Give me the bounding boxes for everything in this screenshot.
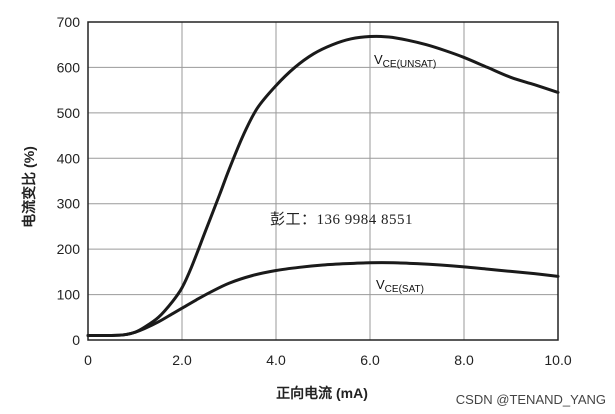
series-line-vce-sat <box>86 261 560 338</box>
y-axis-title: 电流变比 (%) <box>21 146 37 228</box>
series-label-sat: VCE(SAT) <box>376 277 424 295</box>
x-tick-label: 6.0 <box>360 352 380 368</box>
y-tick-label: 100 <box>57 287 81 303</box>
y-tick-label: 600 <box>57 59 81 75</box>
series-label-sat-sub: CE(SAT) <box>385 284 424 295</box>
x-tick-label: 2.0 <box>172 352 192 368</box>
y-tick-label: 400 <box>57 150 81 166</box>
x-tick-labels: 0 2.0 4.0 6.0 8.0 10.0 <box>84 352 572 368</box>
y-tick-label: 0 <box>72 332 80 348</box>
y-tick-label: 700 <box>57 14 81 30</box>
y-tick-labels: 0 100 200 300 400 500 600 700 <box>57 14 81 348</box>
series-label-unsat-sub: CE(UNSAT) <box>383 59 437 70</box>
x-tick-label: 8.0 <box>454 352 474 368</box>
x-tick-label: 4.0 <box>266 352 286 368</box>
series-label-unsat-main: V <box>374 52 383 67</box>
x-axis-title: 正向电流 (mA) <box>276 385 368 401</box>
y-tick-label: 200 <box>57 241 81 257</box>
series-label-unsat: VCE(UNSAT) <box>374 52 436 70</box>
series-label-sat-main: V <box>376 277 385 292</box>
watermark: CSDN @TENAND_YANG <box>456 392 606 407</box>
x-tick-label: 10.0 <box>544 352 571 368</box>
x-tick-label: 0 <box>84 352 92 368</box>
grid <box>87 21 559 341</box>
overlay-contact-text: 彭工：136 9984 8551 <box>270 211 413 228</box>
y-tick-label: 300 <box>57 196 81 212</box>
series-line-vce-unsat <box>86 34 560 338</box>
plot-frame <box>87 21 559 341</box>
series-lines <box>86 34 560 338</box>
y-tick-label: 500 <box>57 105 81 121</box>
